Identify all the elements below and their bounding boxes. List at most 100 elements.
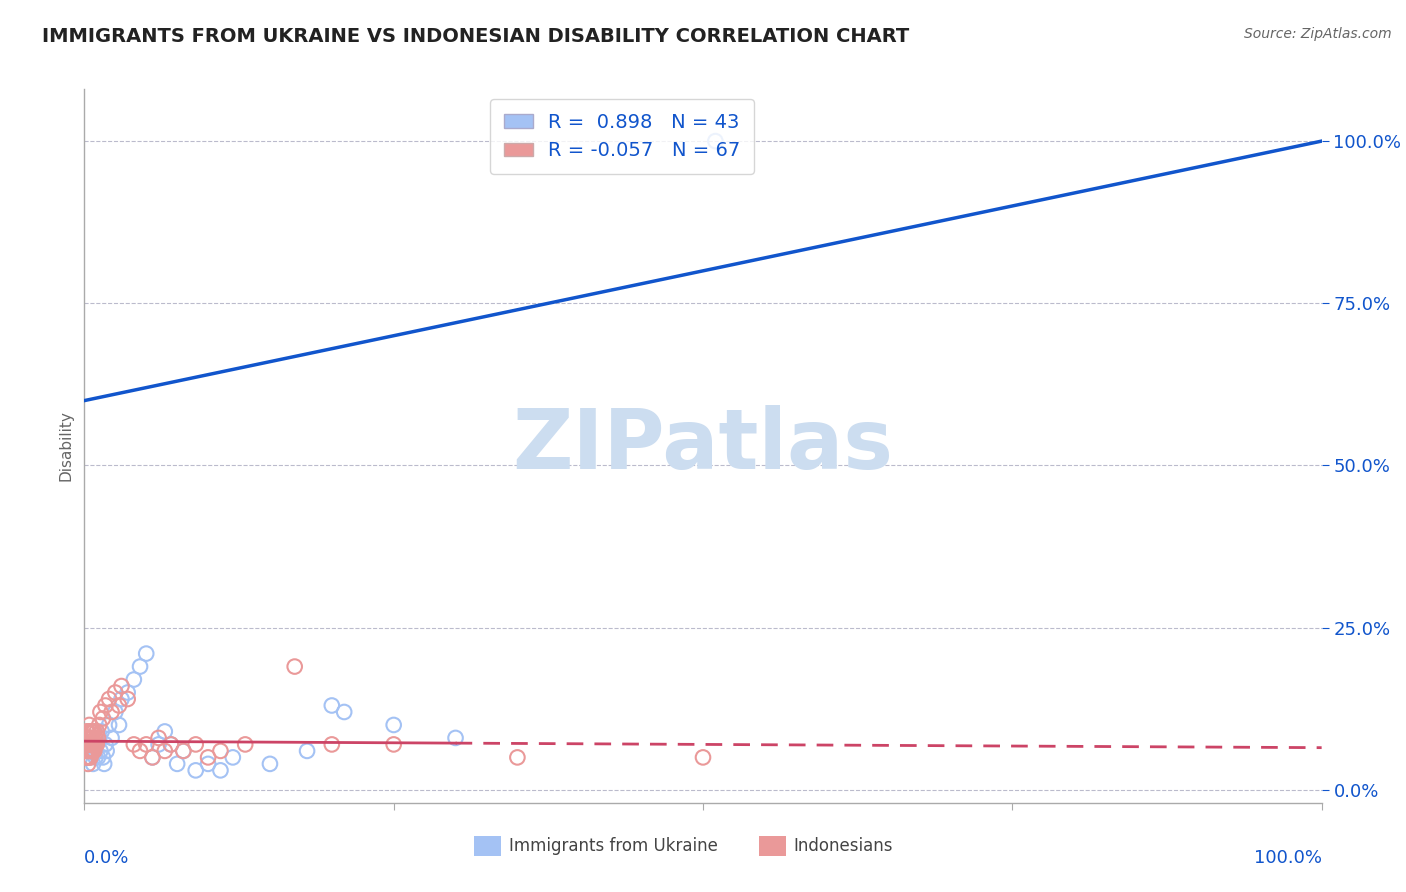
Text: 100.0%: 100.0% xyxy=(1254,849,1322,867)
Point xyxy=(222,750,245,764)
Point xyxy=(75,744,97,758)
Point xyxy=(76,731,98,745)
Bar xyxy=(474,837,502,856)
Point xyxy=(83,738,105,752)
Point xyxy=(82,744,104,758)
Text: IMMIGRANTS FROM UKRAINE VS INDONESIAN DISABILITY CORRELATION CHART: IMMIGRANTS FROM UKRAINE VS INDONESIAN DI… xyxy=(42,27,910,45)
Point xyxy=(89,705,111,719)
Point xyxy=(80,738,103,752)
Point xyxy=(506,750,529,764)
Point xyxy=(84,738,107,752)
Point xyxy=(197,750,219,764)
Point xyxy=(82,738,104,752)
Point xyxy=(86,738,108,752)
Point xyxy=(76,744,98,758)
Point xyxy=(89,744,111,758)
Point xyxy=(76,750,98,764)
Point xyxy=(98,718,121,732)
Point xyxy=(77,744,100,758)
Point xyxy=(172,744,194,758)
Point xyxy=(82,756,104,771)
Point xyxy=(197,756,219,771)
Point xyxy=(100,731,122,745)
Point xyxy=(94,738,117,752)
Point xyxy=(141,750,163,764)
Point xyxy=(160,738,183,752)
Point xyxy=(80,724,103,739)
Point xyxy=(104,685,127,699)
Point xyxy=(209,744,232,758)
Text: Immigrants from Ukraine: Immigrants from Ukraine xyxy=(509,838,717,855)
Point xyxy=(153,724,176,739)
Point xyxy=(77,744,100,758)
Point xyxy=(79,750,101,764)
Point xyxy=(100,705,122,719)
Point xyxy=(110,692,132,706)
Point xyxy=(122,738,145,752)
Point xyxy=(91,750,114,764)
Point xyxy=(184,764,207,778)
Point xyxy=(89,731,111,745)
Point xyxy=(79,731,101,745)
Point xyxy=(75,750,97,764)
Point xyxy=(77,731,100,745)
Point xyxy=(75,731,97,745)
Point xyxy=(80,744,103,758)
Point xyxy=(84,731,107,745)
Point xyxy=(79,738,101,752)
Point xyxy=(444,731,467,745)
Point xyxy=(704,134,727,148)
Point xyxy=(135,738,157,752)
Text: Source: ZipAtlas.com: Source: ZipAtlas.com xyxy=(1244,27,1392,41)
Point xyxy=(108,698,131,713)
Point xyxy=(79,744,101,758)
Point xyxy=(166,756,188,771)
Point xyxy=(82,724,104,739)
Point xyxy=(87,750,110,764)
Text: Indonesians: Indonesians xyxy=(793,838,893,855)
Point xyxy=(86,738,108,752)
Point xyxy=(79,744,101,758)
Point xyxy=(141,750,163,764)
Point xyxy=(209,764,232,778)
Point xyxy=(83,724,105,739)
Point xyxy=(80,724,103,739)
Point xyxy=(79,750,101,764)
Point xyxy=(117,685,139,699)
Point xyxy=(83,744,105,758)
Point xyxy=(98,692,121,706)
Text: 0.0%: 0.0% xyxy=(84,849,129,867)
Point xyxy=(79,731,101,745)
Point xyxy=(148,731,170,745)
Point xyxy=(295,744,318,758)
Point xyxy=(76,738,98,752)
Point xyxy=(382,738,405,752)
Point xyxy=(135,647,157,661)
Point xyxy=(233,738,256,752)
Point xyxy=(90,724,112,739)
Text: ZIPatlas: ZIPatlas xyxy=(513,406,893,486)
Point xyxy=(76,731,98,745)
Point xyxy=(75,738,97,752)
Point xyxy=(96,744,118,758)
Point xyxy=(172,744,194,758)
Point xyxy=(321,698,343,713)
Point xyxy=(153,744,176,758)
Point xyxy=(160,738,183,752)
Point xyxy=(148,738,170,752)
Point xyxy=(93,756,115,771)
Point xyxy=(79,750,101,764)
Point xyxy=(77,756,100,771)
Point xyxy=(259,756,281,771)
Point xyxy=(321,738,343,752)
Point xyxy=(129,744,152,758)
Point xyxy=(284,659,307,673)
Point xyxy=(79,738,101,752)
Point xyxy=(84,750,107,764)
Point xyxy=(122,673,145,687)
Point xyxy=(80,731,103,745)
Point xyxy=(333,705,356,719)
Point xyxy=(77,724,100,739)
Point xyxy=(117,692,139,706)
Point xyxy=(110,679,132,693)
